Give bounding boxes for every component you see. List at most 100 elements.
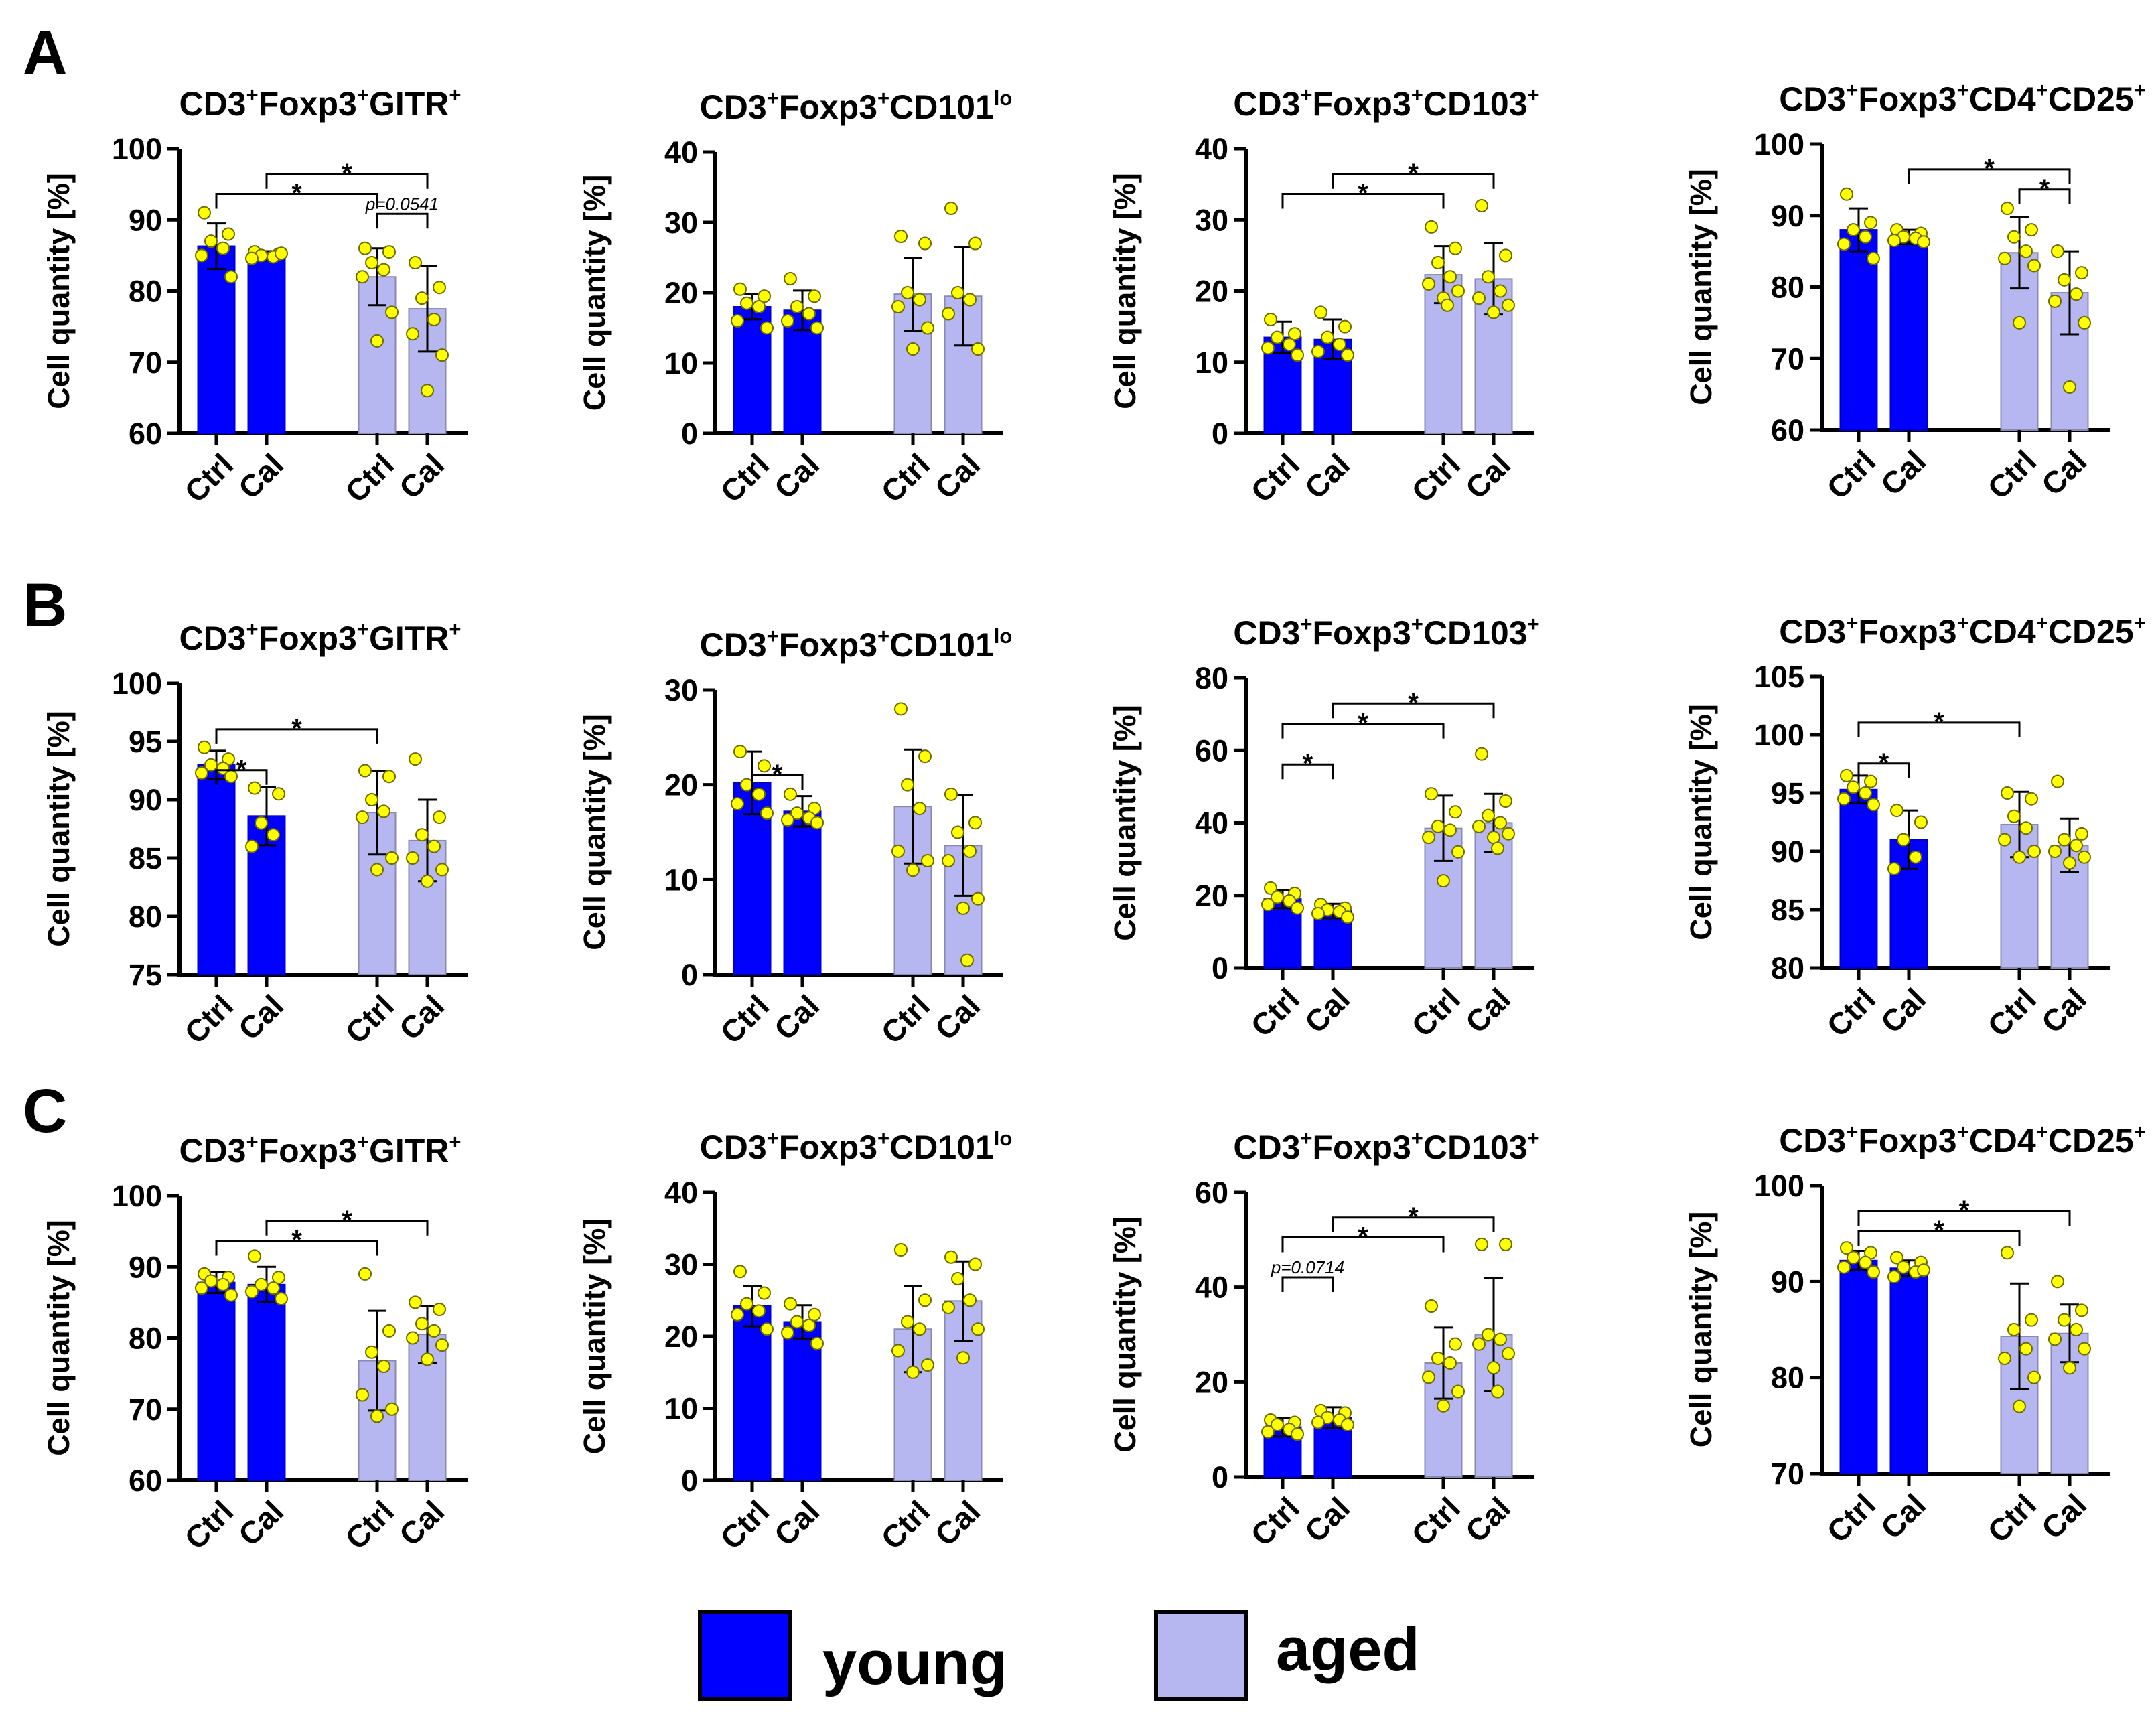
data-point <box>204 234 218 248</box>
data-point <box>433 810 446 825</box>
data-point <box>1422 1370 1435 1384</box>
x-tick-label: Cal <box>1874 1487 1932 1545</box>
data-point <box>956 1351 970 1365</box>
significance-bracket <box>1281 1276 1334 1292</box>
data-point <box>2063 1361 2076 1375</box>
data-point <box>2051 774 2064 788</box>
data-point <box>1917 235 1930 249</box>
y-axis-label: Cell quantity [%] <box>577 714 612 950</box>
data-point <box>1472 1337 1486 1351</box>
x-tick-label: Ctrl <box>874 1494 936 1556</box>
y-axis-label: Cell quantity [%] <box>577 175 612 411</box>
data-point <box>427 313 441 326</box>
x-tick-label: Cal <box>928 1494 987 1552</box>
title-part: CD3 <box>1233 1129 1300 1166</box>
bar-young <box>247 255 286 434</box>
data-point <box>2027 845 2041 858</box>
title-sup: + <box>246 618 259 641</box>
data-point <box>1494 1332 1507 1346</box>
data-point <box>2007 1323 2021 1336</box>
data-point <box>752 787 766 801</box>
data-point <box>960 953 974 967</box>
data-point <box>275 1292 288 1306</box>
data-point <box>358 241 372 255</box>
x-tick-label: Cal <box>928 447 987 505</box>
data-point <box>760 1322 774 1336</box>
title-sup: + <box>1411 612 1423 636</box>
data-point <box>1472 819 1486 833</box>
chart-panel-7: CD3+Foxp3+CD103+Cell quantity [%]0204060… <box>1108 612 1540 1044</box>
y-tick-label: 60 <box>129 417 162 451</box>
chart-panel-5: CD3+Foxp3+GITR+Cell quantity [%]75808590… <box>42 618 468 1050</box>
bar-young <box>197 764 236 976</box>
data-point <box>1887 234 1901 248</box>
title-sup: + <box>357 83 369 106</box>
bar-young <box>247 1283 286 1481</box>
data-point <box>2019 1342 2033 1356</box>
y-tick-label: 90 <box>1771 199 1804 233</box>
significance-label: * <box>1358 1222 1368 1252</box>
title-part: GITR <box>369 620 449 657</box>
panel-label-b: B <box>23 571 67 640</box>
y-tick-label: 0 <box>1212 1460 1228 1494</box>
y-tick-label: 0 <box>1212 417 1228 451</box>
x-tick-label: Cal <box>928 988 987 1046</box>
x-tick-label: Cal <box>1298 447 1356 505</box>
data-point <box>1482 808 1495 823</box>
title-part: CD101 <box>889 88 994 126</box>
data-point <box>1271 330 1284 344</box>
data-point <box>2078 1342 2091 1356</box>
data-point <box>2075 1303 2088 1317</box>
data-point <box>2013 850 2026 864</box>
data-point <box>365 1345 378 1359</box>
data-point <box>784 1297 797 1311</box>
y-tick-label: 90 <box>1771 835 1804 869</box>
chart-title: CD3+Foxp3+CD4+CD25+ <box>1779 78 2146 118</box>
data-point <box>435 348 449 362</box>
data-point <box>733 745 747 759</box>
data-point <box>1864 774 1877 788</box>
y-tick-label: 85 <box>1771 893 1804 927</box>
significance-label: * <box>2039 174 2050 204</box>
data-point <box>356 810 369 825</box>
title-part: Foxp3 <box>1313 1129 1411 1166</box>
data-point <box>427 1324 441 1338</box>
data-point <box>1449 1337 1462 1351</box>
data-point <box>2048 845 2062 858</box>
data-point <box>781 314 794 328</box>
data-point <box>2019 821 2033 835</box>
y-tick-label: 105 <box>1754 660 1804 694</box>
chart-title: CD3+Foxp3+CD103+ <box>1233 1127 1539 1166</box>
significance-bracket <box>376 212 429 229</box>
y-axis-label: Cell quantity [%] <box>1684 169 1718 405</box>
data-point <box>385 851 399 865</box>
x-tick-label: Ctrl <box>177 988 240 1050</box>
y-tick-label: 0 <box>681 1463 698 1498</box>
title-sup: + <box>1528 83 1540 106</box>
data-point <box>1314 305 1327 319</box>
y-axis-label: Cell quantity [%] <box>1108 1216 1142 1453</box>
data-point <box>1451 845 1465 859</box>
data-point <box>216 241 230 255</box>
chart-title: CD3+Foxp3+GITR+ <box>179 618 461 657</box>
title-sup: + <box>1411 1127 1423 1150</box>
title-part: CD3 <box>179 620 246 657</box>
significance-bracket <box>1332 173 1495 189</box>
panel-label-c: C <box>23 1077 67 1145</box>
title-part: Foxp3 <box>779 1129 877 1166</box>
charts-grid: CD3+Foxp3+GITR+Cell quantity [%]60708090… <box>42 78 2146 1556</box>
data-point <box>1859 230 1872 244</box>
data-point <box>2025 223 2038 237</box>
significance-bracket <box>215 769 268 785</box>
data-point <box>944 1250 958 1264</box>
data-point <box>2007 230 2021 244</box>
y-tick-label: 100 <box>112 1179 162 1213</box>
title-part: Foxp3 <box>1313 614 1411 652</box>
data-point <box>1840 1241 1853 1255</box>
data-point <box>382 770 396 784</box>
x-tick-label: Ctrl <box>713 1494 776 1556</box>
title-part: CD3 <box>1233 614 1300 652</box>
data-point <box>901 286 914 299</box>
data-point <box>2013 315 2026 330</box>
